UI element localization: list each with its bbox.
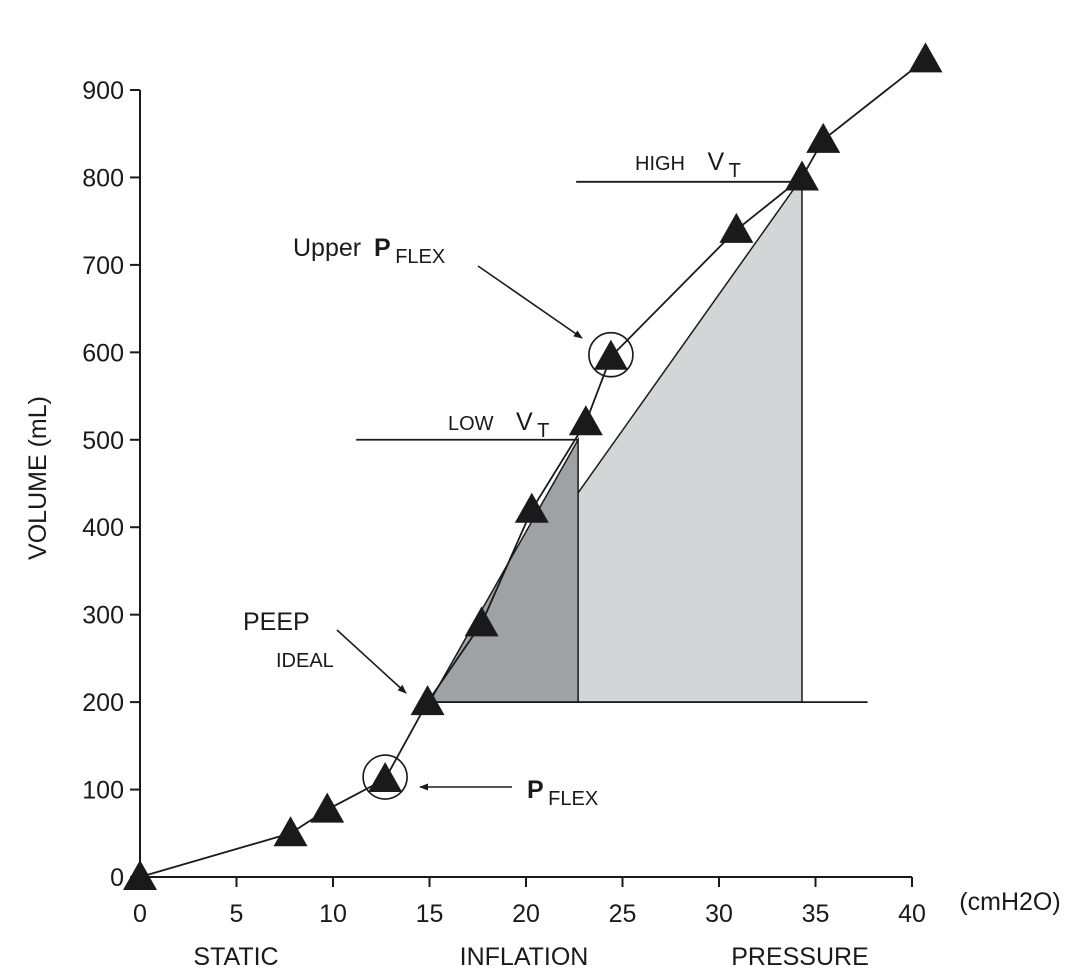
upper-pflex-arrow bbox=[477, 265, 583, 339]
y-tick-label: 400 bbox=[82, 514, 124, 542]
upper-pflex-label: Upper P FLEX bbox=[293, 234, 445, 268]
peep-sub: IDEAL bbox=[276, 650, 334, 672]
high-vt-small: HIGH bbox=[635, 153, 685, 175]
x-tick-label: 5 bbox=[230, 900, 244, 928]
x-title-static: STATIC bbox=[193, 943, 278, 971]
high-vt-label: HIGH V T bbox=[635, 148, 741, 182]
y-tick-label: 0 bbox=[110, 864, 124, 892]
x-tick-label: 15 bbox=[416, 900, 444, 928]
y-tick-label: 500 bbox=[82, 427, 124, 455]
circled-points bbox=[362, 331, 634, 800]
data-point-triangle bbox=[514, 492, 549, 523]
data-point-triangle bbox=[593, 339, 628, 370]
data-point-triangle bbox=[908, 42, 943, 73]
pflex-sub: FLEX bbox=[548, 788, 598, 810]
pflex-label: P FLEX bbox=[527, 776, 598, 810]
ticks: 0 5 10 15 20 25 30 35 40010020030040050060070080… bbox=[82, 77, 926, 928]
upper-pflex-circle bbox=[588, 331, 634, 378]
y-tick-label: 600 bbox=[82, 339, 124, 367]
data-point-triangle bbox=[273, 816, 308, 847]
data-point-triangle bbox=[123, 860, 157, 890]
low-vt-small: LOW bbox=[448, 413, 494, 435]
y-tick-label: 100 bbox=[82, 777, 124, 805]
low-vt-label: LOW V T bbox=[448, 408, 549, 442]
low-vt-main: V bbox=[516, 408, 533, 436]
data-point-triangle bbox=[310, 792, 345, 823]
x-tick-label: 0 bbox=[133, 900, 147, 928]
y-tick-label: 300 bbox=[82, 602, 124, 630]
x-tick-label: 40 bbox=[898, 900, 926, 928]
data-point-triangle bbox=[784, 160, 819, 191]
x-title-inflation: INFLATION bbox=[460, 943, 589, 971]
upper-pflex-main: P bbox=[374, 234, 391, 262]
x-tick-label: 10 bbox=[319, 900, 347, 928]
upper-pflex-prefix: Upper bbox=[293, 234, 368, 262]
data-point-triangle bbox=[464, 606, 499, 637]
data-point-triangle bbox=[719, 212, 754, 243]
reference-lines bbox=[356, 180, 868, 704]
x-tick-label: 20 bbox=[512, 900, 540, 928]
peep-arrow bbox=[336, 629, 407, 694]
y-tick-label: 700 bbox=[82, 252, 124, 280]
data-point-triangle bbox=[368, 762, 403, 793]
high-vt-main: V bbox=[707, 148, 724, 176]
upper-pflex-sub: FLEX bbox=[395, 246, 445, 268]
pflex-main: P bbox=[527, 776, 544, 804]
x-tick-label: 25 bbox=[609, 900, 637, 928]
data-point-triangle bbox=[410, 685, 445, 716]
x-tick-label: 30 bbox=[705, 900, 733, 928]
data-series bbox=[123, 42, 943, 890]
peep-label: PEEP bbox=[243, 608, 310, 636]
x-tick-label: 35 bbox=[802, 900, 830, 928]
x-unit-label: (cmH2O) bbox=[959, 888, 1060, 916]
data-point-triangle bbox=[806, 122, 841, 153]
data-point-triangle bbox=[568, 405, 603, 436]
high-vt-sub: T bbox=[729, 160, 741, 182]
y-tick-label: 800 bbox=[82, 164, 124, 192]
low-vt-sub: T bbox=[537, 420, 549, 442]
x-title-pressure: PRESSURE bbox=[731, 943, 869, 971]
y-tick-label: 900 bbox=[82, 77, 124, 105]
pflex-circle bbox=[362, 754, 408, 800]
y-axis-title: VOLUME (mL) bbox=[24, 396, 52, 560]
y-tick-label: 200 bbox=[82, 689, 124, 717]
